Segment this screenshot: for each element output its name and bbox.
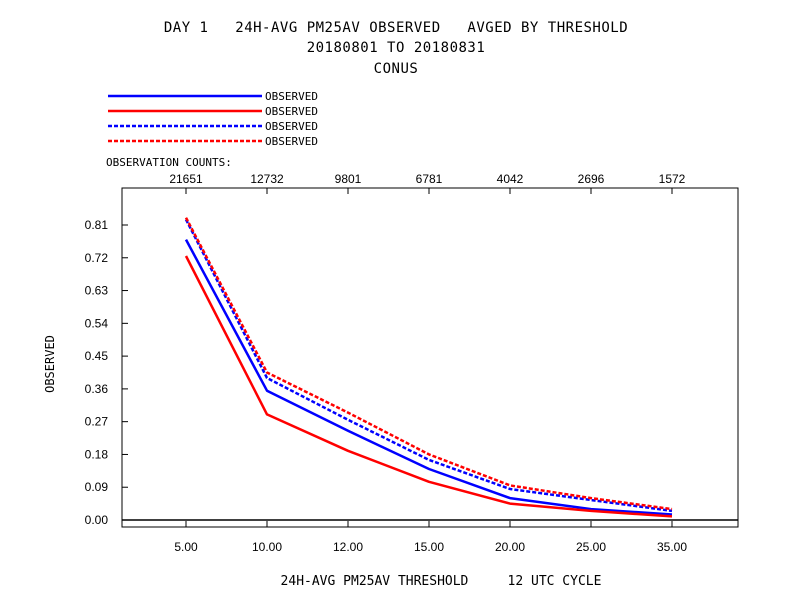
series-line-4 [184, 217, 673, 511]
y-tick-label: 0.00 [85, 513, 109, 527]
y-tick-label: 0.54 [85, 316, 109, 330]
chart-region: CONUS [373, 61, 419, 77]
legend-label-3: OBSERVED [265, 120, 318, 133]
observation-count: 4042 [497, 172, 524, 186]
y-tick-label: 0.09 [85, 480, 109, 494]
observation-count: 12732 [250, 172, 284, 186]
series-line-2 [184, 255, 673, 518]
legend-label-2: OBSERVED [265, 105, 318, 118]
x-tick-label: 15.00 [414, 540, 444, 554]
observation-count: 1572 [659, 172, 686, 186]
y-tick-label: 0.81 [85, 218, 109, 232]
observation-count: 6781 [416, 172, 443, 186]
series-line-1 [184, 239, 673, 516]
observation-count: 2696 [578, 172, 605, 186]
legend-label-4: OBSERVED [265, 135, 318, 148]
x-tick-label: 12.00 [333, 540, 363, 554]
y-tick-label: 0.18 [85, 447, 109, 461]
x-tick-label: 35.00 [657, 540, 687, 554]
series-line-3 [184, 218, 673, 513]
observation-count: 9801 [335, 172, 362, 186]
chart-title: DAY 1 24H-AVG PM25AV OBSERVED AVGED BY T… [163, 20, 629, 36]
observation-counts-label: OBSERVATION COUNTS: [106, 156, 232, 169]
x-tick-label: 5.00 [174, 540, 198, 554]
y-tick-label: 0.27 [85, 415, 109, 429]
y-tick-label: 0.72 [85, 251, 109, 265]
y-tick-label: 0.63 [85, 284, 109, 298]
y-axis-label: OBSERVED [43, 335, 57, 393]
chart-date-range: 20180801 TO 20180831 [306, 40, 486, 56]
y-tick-label: 0.45 [85, 349, 109, 363]
x-tick-label: 20.00 [495, 540, 525, 554]
plot-frame [121, 187, 739, 528]
legend-label-1: OBSERVED [265, 90, 318, 103]
x-tick-label: 10.00 [252, 540, 282, 554]
x-axis-label: 24H-AVG PM25AV THRESHOLD 12 UTC CYCLE [281, 574, 602, 589]
x-tick-label: 25.00 [576, 540, 606, 554]
y-tick-label: 0.36 [85, 382, 109, 396]
observation-count: 21651 [169, 172, 203, 186]
